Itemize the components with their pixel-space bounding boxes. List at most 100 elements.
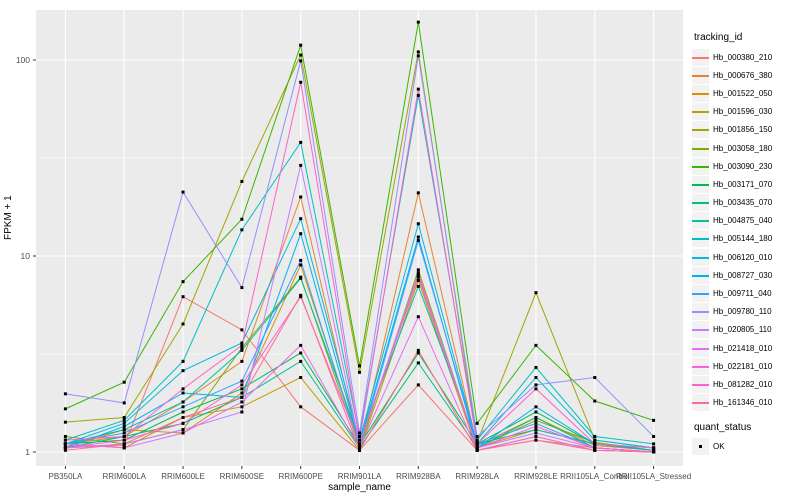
legend: tracking_id Hb_000380_210 Hb_000676_380 Hb…: [692, 32, 798, 456]
y-tick-label: 1: [25, 447, 30, 457]
legend-quant-status: quant_status OK: [692, 422, 798, 456]
legend-key: [692, 339, 709, 357]
data-point: [475, 440, 479, 444]
legend-item-label: Hb_021418_010: [713, 343, 773, 353]
series-color-line-icon: [692, 238, 709, 241]
series-color-line-icon: [692, 74, 709, 77]
quant-ok-key: [692, 438, 709, 456]
data-point: [416, 273, 420, 277]
data-point: [240, 346, 244, 350]
data-point: [534, 428, 538, 432]
legend-item: Hb_006120_010: [692, 248, 798, 266]
legend-item-label: Hb_001856_150: [713, 125, 773, 135]
data-point: [181, 190, 185, 194]
legend-item: Hb_020805_110: [692, 321, 798, 339]
legend-item-label: Hb_000380_210: [713, 52, 773, 62]
legend-item-label: Hb_022181_010: [713, 361, 773, 371]
data-point: [240, 286, 244, 290]
legend-item: Hb_004875_040: [692, 212, 798, 230]
data-point: [299, 59, 303, 63]
data-point: [181, 410, 185, 414]
data-point: [122, 431, 126, 435]
legend-item: Hb_161346_010: [692, 394, 798, 412]
data-point: [416, 383, 420, 387]
data-point: [593, 446, 597, 450]
data-point: [358, 443, 361, 447]
legend-key: [692, 175, 709, 193]
data-point: [240, 348, 244, 352]
legend-item: Hb_000676_380: [692, 66, 798, 84]
data-point: [299, 263, 303, 267]
data-point: [593, 442, 597, 446]
data-point: [593, 375, 597, 379]
data-point: [416, 275, 420, 279]
data-point: [475, 434, 479, 438]
x-tick-label: RRIM901LA: [338, 472, 382, 481]
data-point: [122, 418, 126, 422]
series-color-line-icon: [692, 183, 709, 186]
data-point: [181, 400, 185, 404]
x-axis-title: sample_name: [328, 482, 391, 493]
legend-key: [692, 84, 709, 102]
y-tick-label: 100: [16, 55, 30, 65]
data-point: [416, 50, 420, 54]
legend-item: Hb_003090_230: [692, 157, 798, 175]
series-color-line-icon: [692, 220, 709, 223]
series-color-line-icon: [692, 256, 709, 259]
legend-key: [692, 285, 709, 303]
data-point: [534, 405, 538, 409]
data-point: [240, 383, 244, 387]
data-point: [299, 276, 303, 280]
legend-item-label: Hb_003090_230: [713, 161, 773, 171]
data-point: [181, 359, 185, 363]
data-point: [63, 446, 67, 450]
legend-item-label: Hb_000676_380: [713, 70, 773, 80]
legend-item-label: Hb_001522_050: [713, 88, 773, 98]
data-point: [299, 258, 303, 262]
data-point: [240, 400, 244, 404]
data-point: [534, 387, 538, 391]
data-point: [593, 399, 597, 403]
legend-item-label: Hb_001596_030: [713, 107, 773, 117]
data-point: [240, 405, 244, 409]
x-tick-label: RRIM928BA: [396, 472, 441, 481]
legend-key: [692, 248, 709, 266]
legend-item: Hb_001522_050: [692, 84, 798, 102]
data-point: [416, 348, 420, 352]
data-point: [534, 343, 538, 347]
data-point: [122, 380, 126, 384]
legend-key: [692, 139, 709, 157]
series-color-line-icon: [692, 365, 709, 368]
data-point: [63, 442, 67, 446]
data-point: [475, 448, 479, 452]
data-point: [358, 431, 361, 435]
data-point: [416, 87, 420, 91]
data-point: [122, 446, 126, 450]
legend-item-label: Hb_008727_030: [713, 270, 773, 280]
legend-item-label: Hb_009711_040: [713, 289, 772, 299]
legend-item-label: Hb_004875_040: [713, 216, 773, 226]
y-axis-title: FPKM + 1: [3, 195, 14, 240]
legend-item-label: Hb_003435_070: [713, 198, 773, 208]
legend-item: Hb_001856_150: [692, 121, 798, 139]
black-square-point-icon: [699, 445, 702, 449]
data-point: [416, 315, 420, 319]
data-point: [240, 410, 244, 414]
series-color-line-icon: [692, 311, 709, 314]
data-point: [181, 295, 185, 299]
series-color-line-icon: [692, 111, 709, 114]
data-point: [63, 438, 67, 442]
data-point: [299, 217, 303, 221]
legend-item: Hb_003171_070: [692, 175, 798, 193]
data-point: [299, 53, 303, 57]
legend-item: Hb_003435_070: [692, 194, 798, 212]
data-point: [416, 54, 420, 58]
data-point: [416, 361, 420, 365]
data-point: [358, 438, 361, 442]
data-point: [240, 359, 244, 363]
data-point: [299, 405, 303, 409]
legend-key: [692, 66, 709, 84]
data-point: [593, 434, 597, 438]
data-point: [240, 341, 244, 345]
